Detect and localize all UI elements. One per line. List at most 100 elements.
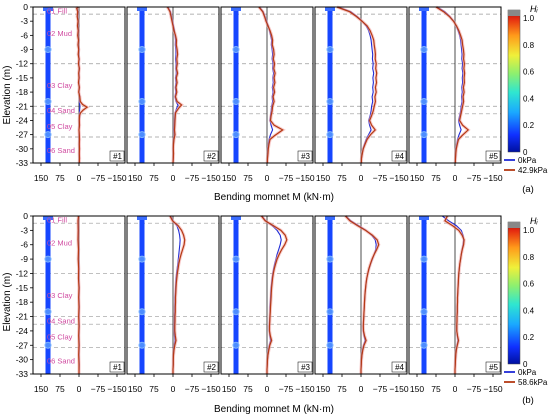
pile-id-box [297, 150, 313, 162]
pile-id-label: #5 [489, 363, 498, 372]
pile-panel-5: #5 150 75 0 −75 −150 [408, 215, 503, 394]
y-tick-label: -27 [16, 340, 29, 350]
soil-layer-label: 04 Sand [47, 106, 75, 115]
y-tick-label: -3 [20, 16, 28, 26]
pile-sensor-dot [420, 341, 428, 349]
pile-cap [137, 7, 147, 11]
legend-label: 0kPa [518, 368, 537, 377]
panel-label: (b) [522, 395, 534, 406]
x-tick-label: 75 [55, 173, 65, 183]
series-line-loaded [444, 215, 465, 374]
colorbar-cap [508, 10, 520, 16]
pile-id-label: #1 [113, 363, 122, 372]
x-tick-label: 75 [431, 384, 441, 394]
pile-id-box [485, 361, 501, 373]
pile-id-box [203, 361, 219, 373]
pile-sensor-dot [326, 308, 334, 316]
x-tick-label: 150 [34, 384, 48, 394]
pile-id-label: #4 [395, 152, 404, 161]
colorbar-tick-label: 0.4 [523, 306, 535, 315]
x-tick-label: 75 [337, 173, 347, 183]
y-tick-label: -24 [16, 326, 29, 336]
pile-shaft [139, 216, 145, 374]
pile-sensor-dot [232, 46, 240, 54]
colorbar-tick-label: 0.4 [523, 94, 535, 103]
x-axis-label-bottom: Bending momnet M (kN·m) [214, 404, 334, 415]
x-tick-label: 150 [222, 384, 236, 394]
colorbar-tick-label: 0.2 [523, 333, 535, 342]
soil-layer-label: 02 Mud [47, 238, 72, 247]
y-tick-label: 0 [23, 2, 28, 12]
soil-layer-label: 05 Clay [47, 333, 73, 342]
y-axis-label-top: Elevation (m) [2, 66, 13, 125]
pile-panel-3: #3 150 75 0 −75 −150 [220, 5, 315, 183]
x-tick-label: 75 [243, 384, 253, 394]
pile-shaft [45, 7, 51, 163]
y-tick-label: -18 [16, 297, 29, 307]
y-tick-label: -12 [16, 59, 29, 69]
colorbar-tick-label: 0 [523, 360, 528, 369]
x-tick-label: −150 [295, 384, 314, 394]
y-tick-label: -24 [16, 115, 29, 125]
x-tick-label: −75 [91, 384, 106, 394]
pile-sensor-dot [326, 341, 334, 349]
legend-label: 0kPa [518, 156, 537, 165]
pile-id-label: #3 [301, 152, 310, 161]
pile-sensor-dot [326, 98, 334, 106]
x-tick-label: 0 [453, 173, 458, 183]
pile-sensor-dot [420, 98, 428, 106]
pile-shaft [421, 216, 427, 374]
pile-sensor-dot [232, 98, 240, 106]
pile-sensor-dot [326, 131, 334, 139]
x-tick-label: 0 [171, 173, 176, 183]
x-tick-label: 150 [410, 173, 424, 183]
pile-panel-1: 01 Fill 02 Mud 03 Clay 04 Sand 05 Clay 06 San… [32, 5, 127, 183]
pile-id-label: #2 [207, 152, 216, 161]
x-tick-label: 150 [128, 384, 142, 394]
pile-sensor-dot [44, 131, 52, 139]
pile-id-label: #4 [395, 363, 404, 372]
series-line-loaded [77, 215, 80, 374]
pile-id-label: #2 [207, 363, 216, 372]
panel-label: (a) [522, 184, 534, 195]
x-tick-label: −150 [201, 384, 220, 394]
pile-sensor-dot [138, 308, 146, 316]
pile-cap [231, 216, 241, 220]
panel-a: 0 -3 -6 -9 -12 -15 -18 -21 -24 -27 -30 -33 01 Fill 02… [16, 2, 548, 195]
series-line-loaded [169, 215, 186, 374]
x-tick-label: −150 [483, 384, 502, 394]
colorbar-tick-label: 0 [523, 148, 528, 157]
colorbar-tick-label: 0.6 [523, 68, 535, 77]
x-tick-label: 75 [431, 173, 441, 183]
pile-cap [419, 7, 429, 11]
pile-shaft [327, 216, 333, 374]
pile-panel-3: #3 150 75 0 −75 −150 [220, 215, 315, 394]
series-line-loaded [344, 215, 380, 374]
y-tick-label: -21 [16, 101, 29, 111]
soil-layer-label: 06 Sand [47, 146, 75, 155]
y-tick-label: -9 [20, 254, 28, 264]
y-tick-label: -30 [16, 355, 29, 365]
y-tick-label: -9 [20, 45, 28, 55]
pile-sensor-dot [138, 255, 146, 263]
pile-sensor-dot [420, 46, 428, 54]
pile-sensor-dot [138, 98, 146, 106]
x-tick-label: −75 [185, 173, 200, 183]
colorbar-tick-label: 0.2 [523, 121, 535, 130]
pile-sensor-dot [44, 341, 52, 349]
y-tick-label: -27 [16, 130, 29, 140]
pile-cap [325, 7, 335, 11]
pile-panel-5: #5 150 75 0 −75 −150 [408, 5, 503, 183]
colorbar-title: Hᵢ [530, 4, 538, 14]
x-tick-label: −150 [389, 384, 408, 394]
legend-label: 42.9kPa [518, 166, 548, 175]
x-tick-label: −75 [279, 384, 294, 394]
x-tick-label: −75 [467, 173, 482, 183]
soil-layer-label: 01 Fill [47, 6, 67, 15]
pile-panel-2: #2 150 75 0 −75 −150 [126, 6, 221, 183]
pile-shaft [45, 216, 51, 374]
pile-sensor-dot [326, 46, 334, 54]
pile-shaft [421, 7, 427, 163]
